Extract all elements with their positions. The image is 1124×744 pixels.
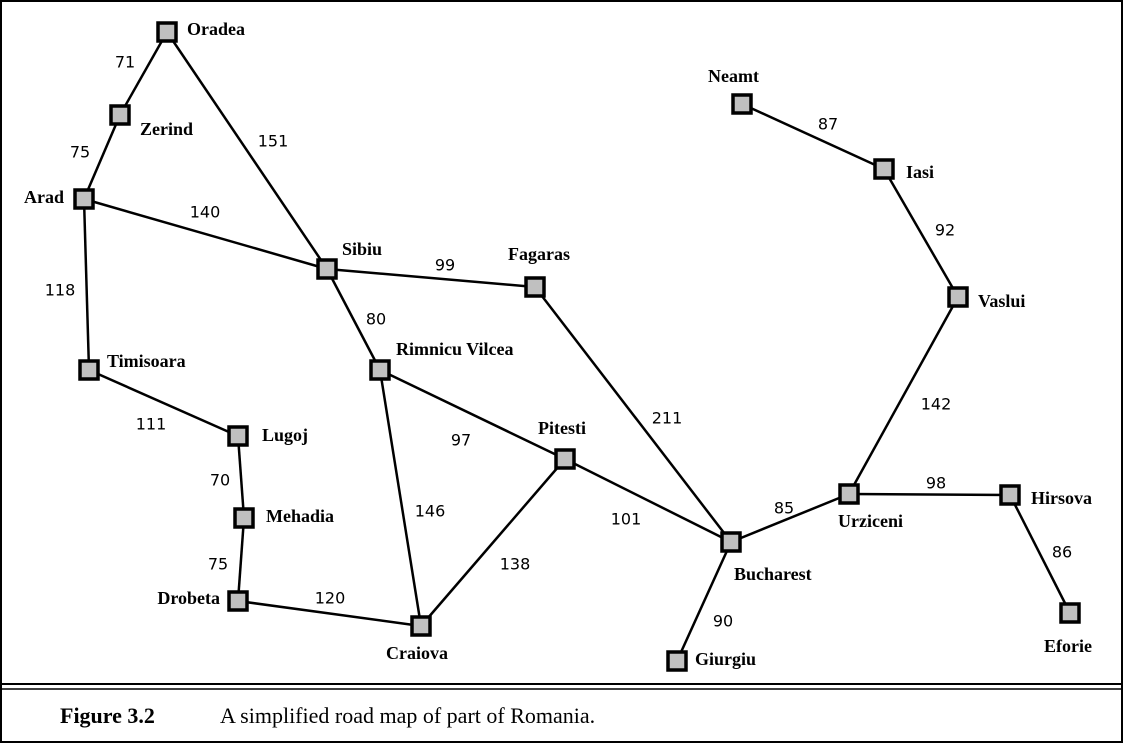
city-label: Mehadia bbox=[266, 506, 334, 526]
caption-text: A simplified road map of part of Romania… bbox=[220, 703, 595, 728]
city-label: Urziceni bbox=[838, 511, 903, 531]
city-marker bbox=[227, 425, 249, 447]
road bbox=[236, 517, 246, 602]
road bbox=[534, 286, 732, 543]
distance-label: 86 bbox=[1052, 543, 1072, 562]
city-marker bbox=[838, 483, 860, 505]
city-marker bbox=[731, 93, 753, 115]
road bbox=[882, 168, 960, 298]
distance-label: 146 bbox=[415, 502, 446, 521]
distance-label: 211 bbox=[652, 409, 683, 428]
city-marker bbox=[524, 276, 546, 298]
city-marker bbox=[720, 531, 742, 553]
distance-label: 111 bbox=[136, 415, 167, 434]
distance-label: 80 bbox=[366, 310, 386, 329]
city-marker bbox=[316, 258, 338, 280]
distance-label: 101 bbox=[611, 510, 642, 529]
nodes: Oradea Zerind Arad Sibiu Fagaras Timisoara Rim… bbox=[24, 19, 1092, 672]
city-label: Eforie bbox=[1044, 636, 1092, 656]
road bbox=[83, 197, 328, 271]
city-marker bbox=[666, 650, 688, 672]
city-marker bbox=[156, 21, 178, 43]
road bbox=[165, 31, 329, 270]
distance-label: 138 bbox=[500, 555, 531, 574]
city-marker bbox=[410, 615, 432, 637]
distance-label: 92 bbox=[935, 221, 955, 240]
road bbox=[118, 31, 169, 116]
road bbox=[82, 114, 122, 200]
road bbox=[1008, 494, 1072, 614]
road bbox=[675, 541, 733, 662]
city-label: Iasi bbox=[906, 162, 934, 182]
city-marker bbox=[78, 359, 100, 381]
road bbox=[378, 369, 423, 627]
city-label: Hirsova bbox=[1031, 488, 1092, 508]
distance-label: 97 bbox=[451, 431, 471, 450]
distance-label: 142 bbox=[921, 395, 952, 414]
road bbox=[730, 492, 850, 544]
road bbox=[82, 198, 91, 371]
road bbox=[420, 458, 566, 627]
city-marker bbox=[947, 286, 969, 308]
distance-label: 151 bbox=[258, 132, 289, 151]
road bbox=[237, 599, 422, 628]
city-label: Oradea bbox=[187, 19, 245, 39]
city-label: Bucharest bbox=[734, 564, 812, 584]
city-label: Neamt bbox=[708, 66, 759, 86]
city-label: Timisoara bbox=[107, 351, 186, 371]
city-marker bbox=[554, 448, 576, 470]
city-marker bbox=[73, 188, 95, 210]
city-label: Zerind bbox=[140, 119, 193, 139]
distance-label: 71 bbox=[115, 53, 135, 72]
distance-label: 99 bbox=[435, 256, 455, 275]
road bbox=[236, 435, 246, 519]
city-label: Pitesti bbox=[538, 418, 586, 438]
city-marker bbox=[109, 104, 131, 126]
city-label: Sibiu bbox=[342, 239, 382, 259]
edges: 71 75 151 140 118 99 80 111 70 75 120 146 97 138 101 21… bbox=[45, 31, 1072, 662]
distance-label: 75 bbox=[208, 555, 228, 574]
distance-label: 87 bbox=[818, 115, 838, 134]
distance-label: 98 bbox=[926, 474, 946, 493]
road bbox=[325, 268, 382, 371]
city-marker bbox=[1059, 602, 1081, 624]
distance-label: 90 bbox=[713, 612, 733, 631]
city-label: Fagaras bbox=[508, 244, 570, 264]
figure-number: Figure 3.2 bbox=[60, 703, 155, 728]
distance-label: 85 bbox=[774, 499, 794, 518]
road bbox=[326, 267, 536, 289]
city-label: Craiova bbox=[386, 643, 448, 663]
road bbox=[848, 492, 1011, 497]
city-label: Arad bbox=[24, 187, 64, 207]
distance-label: 75 bbox=[70, 143, 90, 162]
distance-label: 118 bbox=[45, 281, 76, 300]
distance-label: 120 bbox=[315, 589, 346, 608]
road bbox=[88, 368, 239, 438]
city-label: Lugoj bbox=[262, 425, 308, 445]
road bbox=[847, 296, 960, 495]
city-marker bbox=[227, 590, 249, 612]
city-marker bbox=[369, 359, 391, 381]
distance-label: 70 bbox=[210, 471, 230, 490]
city-label: Rimnicu Vilcea bbox=[396, 339, 514, 359]
city-marker bbox=[999, 484, 1021, 506]
road bbox=[379, 368, 566, 461]
city-marker bbox=[873, 158, 895, 180]
city-marker bbox=[233, 507, 255, 529]
road bbox=[741, 102, 885, 171]
city-label: Vaslui bbox=[978, 291, 1025, 311]
distance-label: 140 bbox=[190, 203, 221, 222]
city-label: Giurgiu bbox=[695, 649, 756, 669]
city-label: Drobeta bbox=[157, 588, 220, 608]
road bbox=[564, 457, 732, 544]
